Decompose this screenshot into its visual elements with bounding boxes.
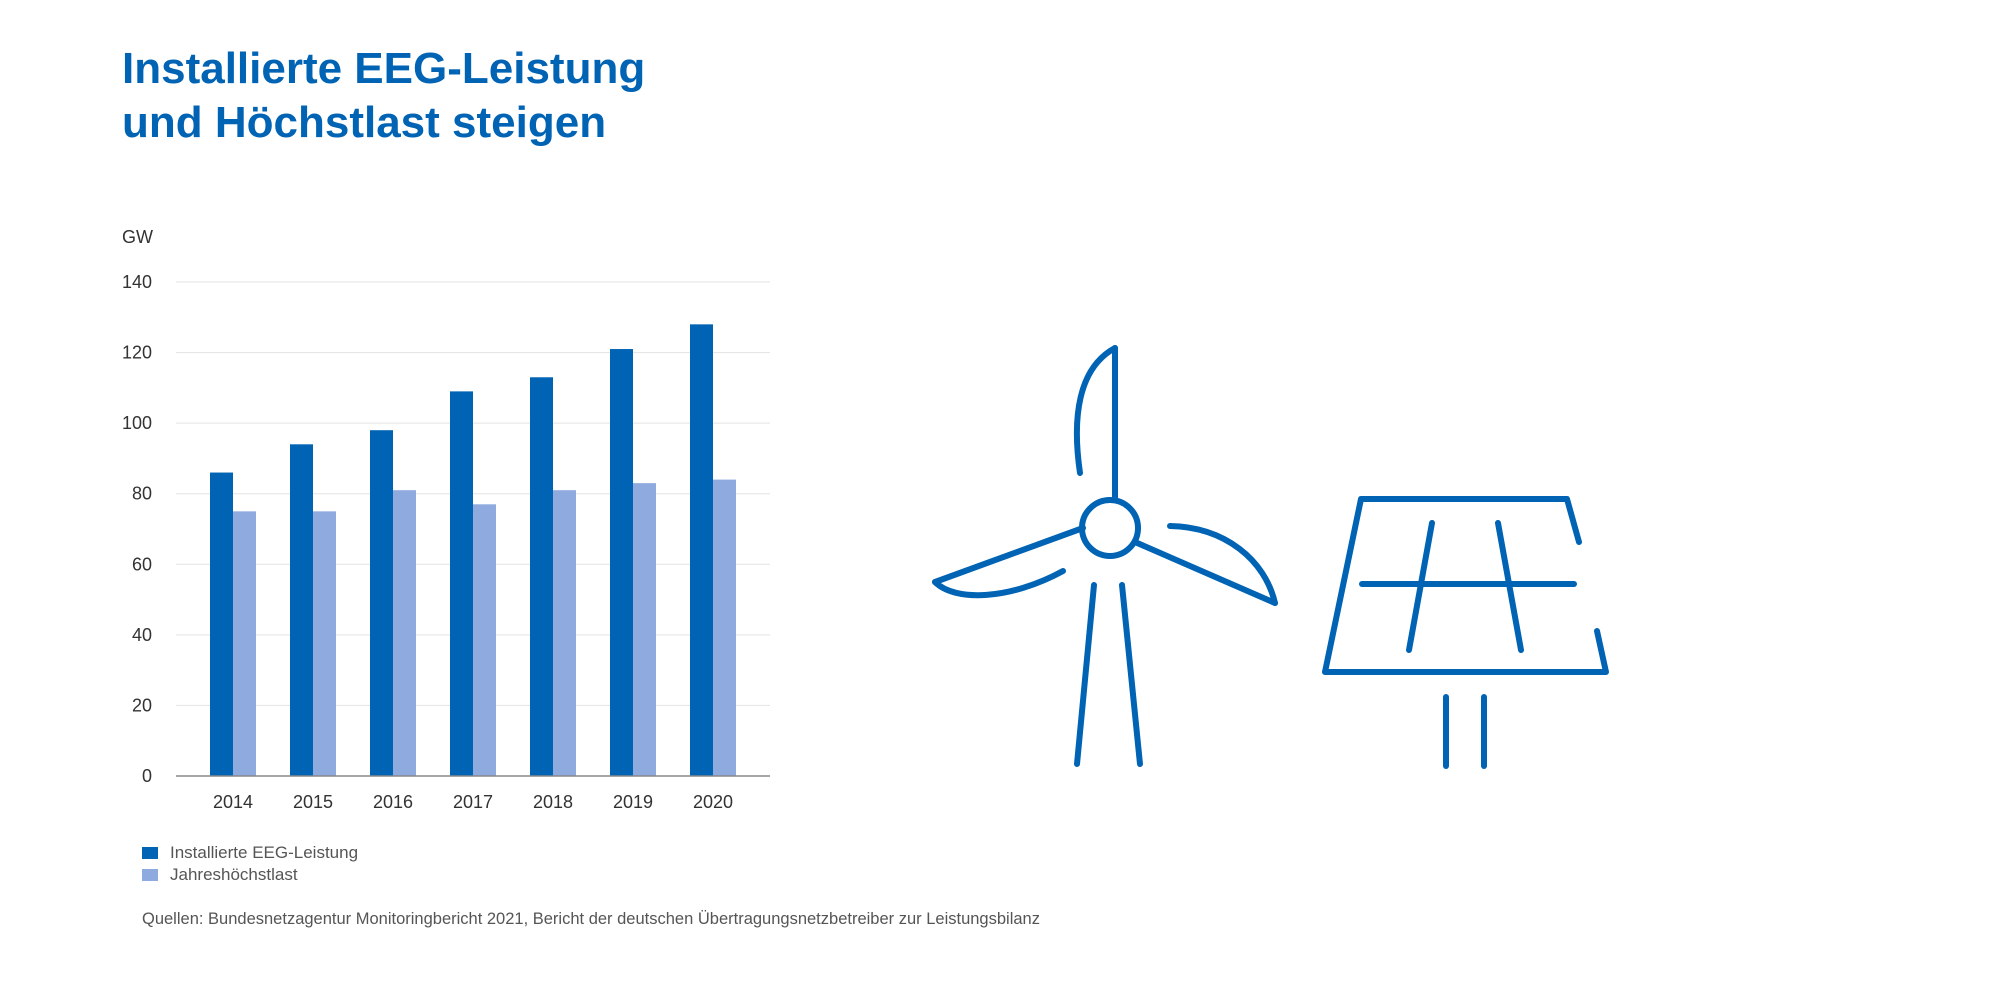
- solar-panel-icon: [1322, 496, 1609, 769]
- x-tick-labels: 2014 2015 2016 2017 2018 2019 2020: [213, 792, 733, 812]
- bar-jahreshoechstlast: [713, 479, 736, 776]
- bar-eeg-leistung: [450, 391, 473, 776]
- bar-eeg-leistung: [290, 444, 313, 776]
- bar-jahreshoechstlast: [233, 511, 256, 776]
- x-tick-label: 2017: [453, 792, 493, 812]
- bar-jahreshoechstlast: [633, 483, 656, 776]
- bar-jahreshoechstlast: [393, 490, 416, 776]
- y-tick-label: 80: [132, 484, 152, 504]
- legend: Installierte EEG-Leistung Jahreshöchstla…: [142, 842, 358, 886]
- legend-item-eeg: Installierte EEG-Leistung: [142, 842, 358, 864]
- wind-turbine-icon: [932, 345, 1278, 767]
- y-tick-label: 100: [122, 413, 152, 433]
- bar-eeg-leistung: [610, 349, 633, 776]
- legend-label-eeg: Installierte EEG-Leistung: [170, 843, 359, 862]
- bars: [210, 324, 736, 776]
- bar-jahreshoechstlast: [553, 490, 576, 776]
- y-tick-labels: 0 20 40 60 80 100 120 140: [122, 272, 152, 786]
- bar-eeg-leistung: [210, 472, 233, 776]
- y-tick-label: 20: [132, 695, 152, 715]
- bar-eeg-leistung: [530, 377, 553, 776]
- y-tick-label: 40: [132, 625, 152, 645]
- legend-swatch-eeg: [142, 847, 158, 859]
- y-axis-unit-label: GW: [122, 227, 153, 247]
- x-tick-label: 2015: [293, 792, 333, 812]
- x-tick-label: 2020: [693, 792, 733, 812]
- y-tick-label: 140: [122, 272, 152, 292]
- legend-label-hoechstlast: Jahreshöchstlast: [170, 865, 298, 884]
- y-tick-label: 60: [132, 554, 152, 574]
- legend-swatch-hoechstlast: [142, 869, 158, 881]
- x-tick-label: 2016: [373, 792, 413, 812]
- bar-eeg-leistung: [690, 324, 713, 776]
- source-note: Quellen: Bundesnetzagentur Monitoringber…: [142, 910, 1040, 928]
- page-title: Installierte EEG-Leistung und Höchstlast…: [122, 42, 645, 150]
- x-tick-label: 2019: [613, 792, 653, 812]
- x-tick-label: 2014: [213, 792, 253, 812]
- title-line-1: Installierte EEG-Leistung: [122, 44, 646, 93]
- bar-eeg-leistung: [370, 430, 393, 776]
- title-line-2: und Höchstlast steigen: [122, 98, 607, 147]
- bar-jahreshoechstlast: [473, 504, 496, 776]
- x-tick-label: 2018: [533, 792, 573, 812]
- legend-item-hoechstlast: Jahreshöchstlast: [142, 864, 358, 886]
- y-tick-label: 0: [142, 766, 152, 786]
- bar-jahreshoechstlast: [313, 511, 336, 776]
- y-tick-label: 120: [122, 343, 152, 363]
